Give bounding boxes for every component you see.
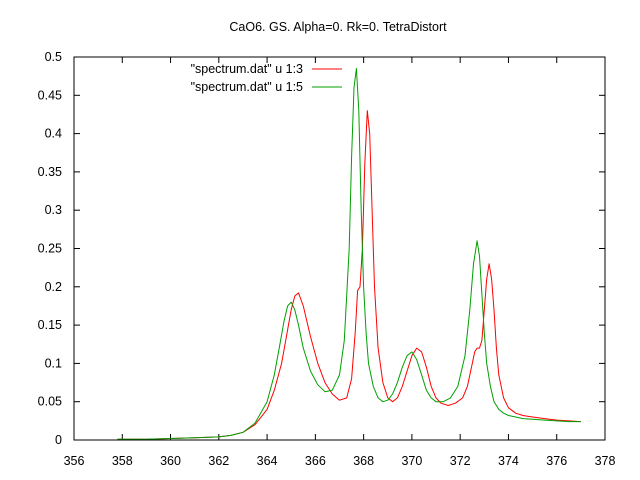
- x-tick-label: 360: [160, 454, 181, 468]
- legend-label-2: "spectrum.dat" u 1:5: [191, 80, 303, 94]
- y-tick-label: 0.45: [38, 88, 62, 102]
- x-tick-label: 368: [353, 454, 374, 468]
- y-tick-label: 0.15: [38, 318, 62, 332]
- y-tick-label: 0.3: [45, 203, 62, 217]
- x-tick-label: 372: [450, 454, 471, 468]
- x-tick-label: 370: [401, 454, 422, 468]
- x-tick-label: 376: [546, 454, 567, 468]
- y-tick-label: 0.25: [38, 242, 62, 256]
- x-tick-label: 356: [64, 454, 85, 468]
- axis-ticks: 356 358 360 362 364 366 368 370 372 374 376 378 0 0.0…: [38, 50, 616, 468]
- y-tick-label: 0.2: [45, 280, 62, 294]
- y-tick-label: 0.4: [45, 127, 62, 141]
- series-line-2: [117, 68, 581, 440]
- series-line-1: [117, 110, 581, 440]
- chart-title: CaO6. GS. Alpha=0. Rk=0. TetraDistort: [229, 20, 447, 34]
- series-lines: [117, 68, 581, 440]
- x-tick-label: 358: [112, 454, 133, 468]
- y-tick-label: 0.5: [45, 50, 62, 64]
- x-tick-label: 378: [595, 454, 616, 468]
- x-tick-label: 362: [208, 454, 229, 468]
- x-tick-label: 366: [305, 454, 326, 468]
- y-tick-label: 0.05: [38, 395, 62, 409]
- y-tick-label: 0.1: [45, 356, 62, 370]
- x-tick-label: 374: [498, 454, 519, 468]
- x-tick-label: 364: [257, 454, 278, 468]
- legend: "spectrum.dat" u 1:3 "spectrum.dat" u 1:5: [191, 62, 342, 94]
- legend-label-1: "spectrum.dat" u 1:3: [191, 62, 303, 76]
- y-tick-label: 0.35: [38, 165, 62, 179]
- y-tick-label: 0: [55, 433, 62, 447]
- plot-frame: [73, 56, 606, 441]
